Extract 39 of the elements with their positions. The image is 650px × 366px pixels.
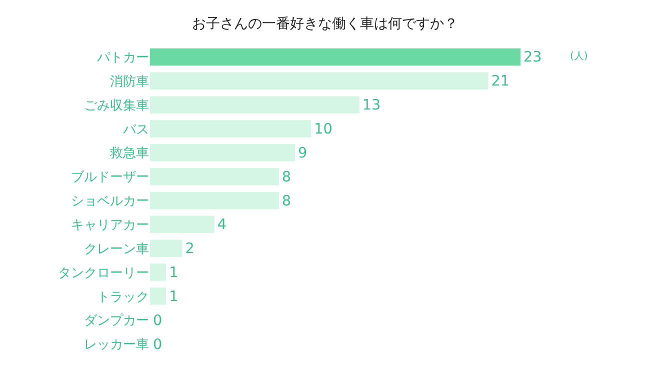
data-label: 1: [169, 265, 178, 282]
y-tick-label: 救急車: [109, 146, 149, 162]
bar: [150, 168, 279, 186]
y-tick-label: ブルドーザー: [71, 170, 149, 186]
data-label: 9: [298, 145, 308, 162]
data-label: 8: [282, 193, 292, 210]
y-tick-label: ダンプカー: [84, 314, 149, 329]
data-label: 4: [217, 217, 227, 234]
bar: [150, 144, 295, 162]
y-tick-label: ショベルカー: [71, 194, 149, 210]
data-label: 0: [153, 312, 162, 329]
bar: [150, 216, 214, 234]
data-label: 21: [491, 74, 510, 90]
data-label: 10: [314, 122, 332, 138]
y-tick-label: バス: [122, 122, 149, 138]
text: (人): [570, 51, 588, 62]
bar: [150, 48, 520, 66]
chart-title: お子さんの一番好きな働く車は何ですか？: [192, 16, 458, 32]
data-label: 2: [185, 241, 194, 258]
bar: [150, 96, 360, 114]
data-label: 13: [362, 98, 381, 114]
bar: [150, 72, 488, 90]
bar: [150, 264, 166, 281]
bar: [150, 240, 182, 257]
y-tick-label: ごみ収集車: [84, 98, 149, 114]
y-tick-label: タンクローリー: [58, 266, 149, 281]
data-label: 8: [282, 169, 292, 186]
data-label: 1: [169, 288, 178, 305]
bar: [150, 120, 312, 138]
data-label: 0: [152, 336, 162, 353]
y-tick-label: レッカー車: [84, 338, 149, 353]
y-tick-label: クレーン車: [84, 242, 149, 257]
bar: [150, 192, 279, 210]
y-tick-label: キャリアカー: [71, 218, 149, 233]
y-tick-label: 消防車: [110, 74, 149, 90]
bar: [150, 288, 166, 305]
y-tick-label: パトカー: [96, 50, 149, 66]
data-label: 23: [524, 50, 542, 66]
y-tick-label: トラック: [97, 290, 149, 305]
